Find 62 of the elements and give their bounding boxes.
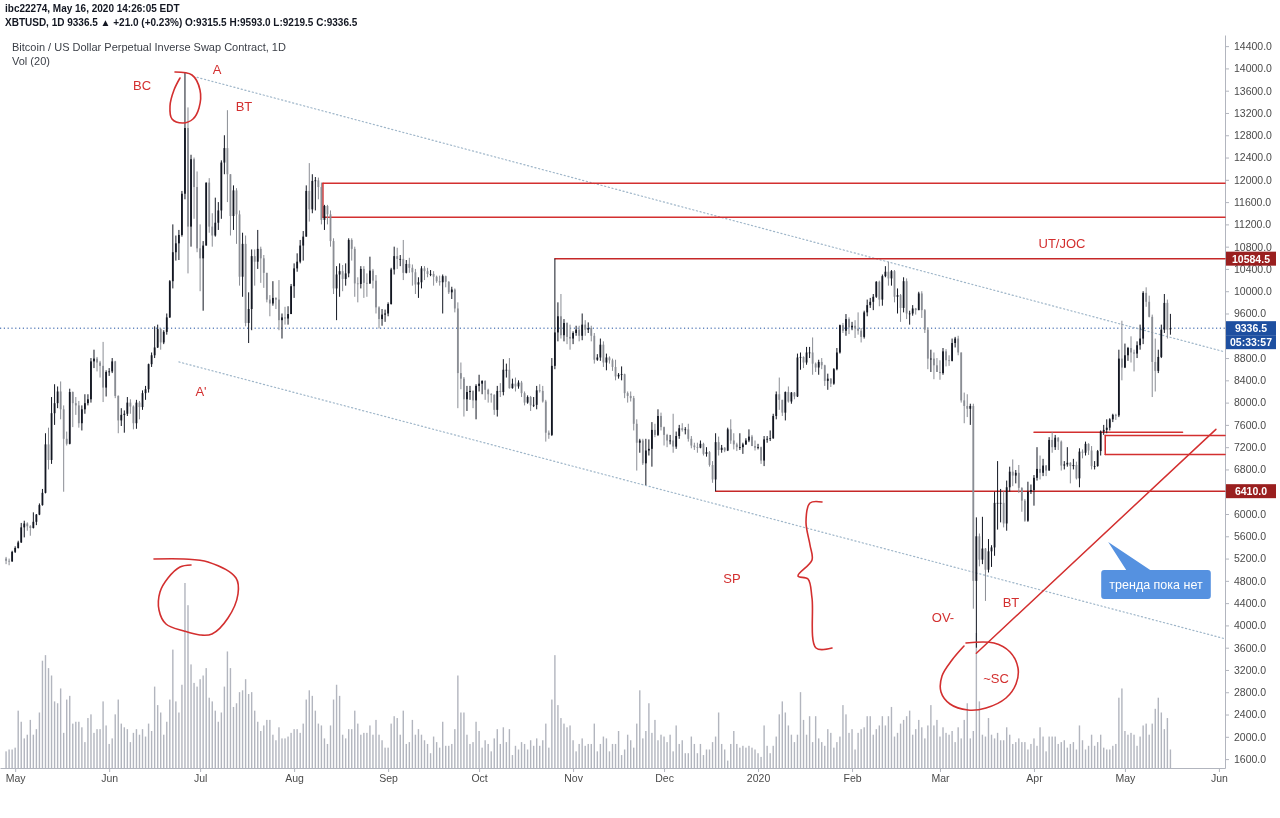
y-tick-label: 5600.0: [1234, 530, 1267, 543]
y-tick-label: 1600.0: [1234, 752, 1267, 765]
y-tick-label: 8800.0: [1234, 351, 1267, 364]
y-tick-label: 2400.0: [1234, 708, 1267, 721]
y-tick-label: 2000.0: [1234, 730, 1267, 743]
y-tick-label: 10000.0: [1234, 285, 1273, 298]
y-tick-label: 5200.0: [1234, 552, 1267, 565]
y-tick-label: 7600.0: [1234, 418, 1267, 431]
y-tick-label: 9600.0: [1234, 307, 1267, 320]
annotation: ~SC: [983, 670, 1009, 686]
x-tick-label: Aug: [285, 772, 305, 785]
y-tick-label: 3600.0: [1234, 641, 1267, 654]
annotation: A': [195, 383, 207, 399]
y-tick-label: 4400.0: [1234, 596, 1267, 609]
annotation: A: [212, 61, 222, 77]
text: ibc22274, May 16, 2020 14:26:05 EDT: [5, 3, 180, 14]
annotation: OV-: [931, 609, 955, 625]
x-tick-label: Sep: [379, 772, 399, 785]
y-tick-label: 10400.0: [1234, 262, 1273, 275]
x-tick-label: Dec: [655, 772, 674, 785]
x-tick-label: May: [1115, 772, 1137, 785]
y-tick-label: 4800.0: [1234, 574, 1267, 587]
x-tick-label: Jun: [101, 772, 119, 785]
x-tick-label: Jun: [1210, 772, 1229, 785]
y-tick-label: 7200.0: [1234, 441, 1267, 454]
y-tick-label: 10800.0: [1234, 240, 1273, 253]
annotation: UT/JOC: [1038, 235, 1086, 251]
annotation: тренда пока нет: [1109, 577, 1203, 592]
annotation: SP: [723, 570, 741, 586]
y-tick-label: 3200.0: [1234, 663, 1267, 676]
y-tick-label: 14400.0: [1234, 40, 1273, 52]
y-tick-label: 12000.0: [1234, 173, 1273, 186]
x-tick-label: Apr: [1026, 772, 1044, 785]
annotation: BT: [235, 98, 253, 114]
x-tick-label: Mar: [931, 772, 951, 785]
data-label: 6410.0: [1234, 485, 1268, 498]
y-tick-label: 14000.0: [1234, 62, 1273, 75]
y-tick-label: 13600.0: [1234, 84, 1273, 97]
y-tick-label: 6800.0: [1234, 463, 1267, 476]
y-tick-label: 6000.0: [1234, 507, 1267, 520]
y-tick-label: 12800.0: [1234, 129, 1273, 142]
y-tick-label: 8400.0: [1234, 374, 1267, 387]
chart-title: Vol (20): [12, 55, 50, 67]
y-tick-label: 11200.0: [1234, 218, 1272, 231]
x-tick-label: 2020: [746, 772, 771, 785]
ref-line-label: 9336.5: [1234, 322, 1268, 335]
x-tick-label: Oct: [471, 772, 488, 785]
text: XBTUSD, 1D 9336.5 ▲ +21.0 (+0.23%) O:9315.5 H:9593.0 L:9219.5 C:9336.5: [5, 17, 358, 28]
data-label: 10584.5: [1232, 252, 1271, 265]
x-tick-label: May: [5, 772, 27, 785]
y-tick-label: 12400.0: [1234, 151, 1273, 164]
annotation: BT: [1002, 594, 1020, 610]
annotation: BC: [132, 77, 152, 93]
y-tick-label: 13200.0: [1234, 106, 1273, 119]
text: Bitcoin / US Dollar Perpetual Inverse Swap Contract, 1D: [12, 41, 286, 53]
y-tick-label: 11600.0: [1234, 195, 1272, 208]
x-tick-label: Nov: [564, 772, 584, 785]
y-tick-label: 2800.0: [1234, 686, 1267, 699]
y-tick-label: 8000.0: [1234, 396, 1267, 409]
x-tick-label: Jul: [193, 772, 208, 785]
y-tick-label: 4000.0: [1234, 619, 1267, 632]
x-tick-label: Feb: [843, 772, 862, 785]
